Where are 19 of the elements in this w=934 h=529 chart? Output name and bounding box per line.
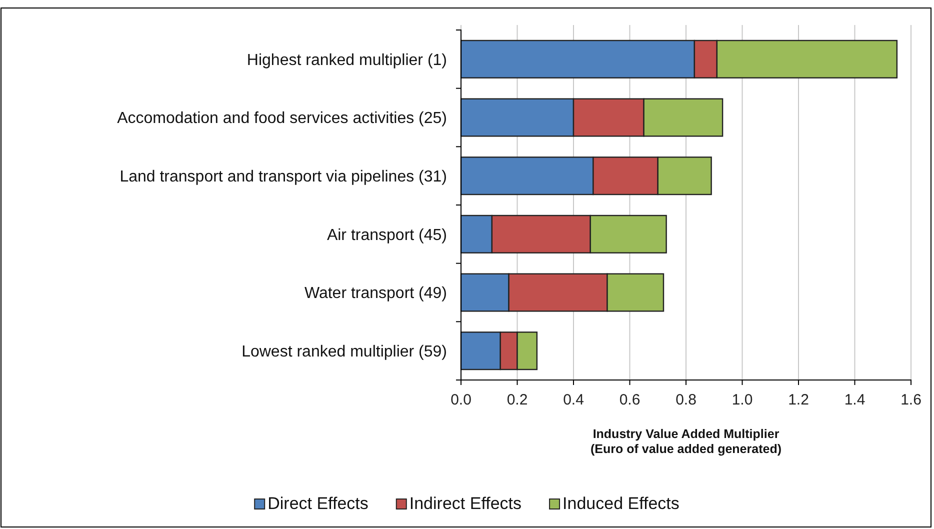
legend-label: Indirect Effects	[409, 494, 522, 513]
x-axis-title: Industry Value Added Multiplier (Euro of value added generated)	[590, 427, 782, 456]
x-tick-label: 0.8	[676, 392, 696, 408]
x-tick-label: 1.0	[732, 392, 753, 408]
x-tick-label: 0.4	[563, 392, 584, 408]
y-tick-label: Highest ranked multiplier (1)	[246, 52, 447, 69]
y-tick-label: Lowest ranked multiplier (59)	[242, 343, 447, 360]
x-tick-label: 0.6	[619, 392, 640, 408]
y-tick-label: Land transport and transport via pipelines (31)	[120, 168, 447, 186]
x-tick-label: 1.4	[844, 392, 866, 408]
x-tick-label: 1.6	[900, 392, 922, 408]
x-tick-label: 1.2	[788, 392, 809, 408]
legend-label: Direct Effects	[268, 494, 368, 513]
x-tick-label: 0.0	[450, 392, 472, 408]
y-tick-label: Accomodation and food services activities (25)	[117, 110, 447, 128]
x-tick-label: 0.2	[506, 392, 528, 408]
y-tick-label: Water transport (49)	[304, 285, 447, 302]
legend-label: Induced Effects	[562, 494, 680, 513]
y-tick-label: Air transport (45)	[326, 226, 447, 244]
